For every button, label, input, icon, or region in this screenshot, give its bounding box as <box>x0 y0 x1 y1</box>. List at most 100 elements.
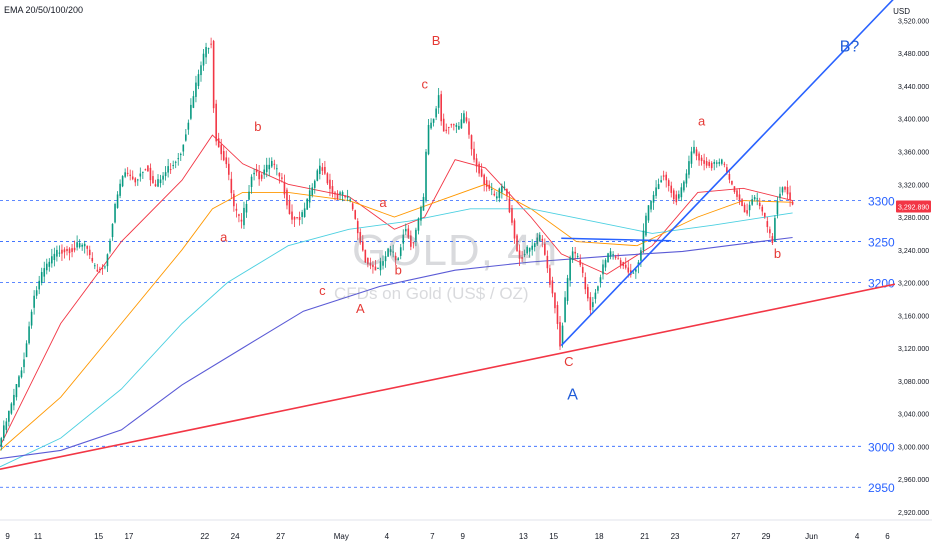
level-label-3300: 3300 <box>868 195 895 209</box>
candle-body <box>129 174 132 176</box>
candle-body <box>672 190 675 200</box>
candle-body <box>559 322 561 347</box>
candle-body <box>344 196 346 198</box>
wave-label-Bq-12: B? <box>840 39 860 56</box>
candle-body <box>364 249 367 263</box>
candle-body <box>392 251 394 253</box>
candle-body <box>647 205 650 221</box>
candle-body <box>693 146 695 153</box>
candle-body <box>733 186 736 192</box>
y-tick-label: 3,320.000 <box>898 182 929 189</box>
candle-body <box>324 166 326 174</box>
trendline-blue-channel <box>560 0 894 347</box>
candle-body <box>354 210 357 219</box>
candle-body <box>544 243 546 255</box>
candle-body <box>28 326 30 344</box>
wave-label-A-9: A <box>567 387 578 404</box>
candle-body <box>30 311 33 326</box>
candle-body <box>205 47 207 58</box>
candle-body <box>528 247 531 252</box>
y-tick-label: 3,120.000 <box>898 346 929 353</box>
candle-body <box>650 200 652 210</box>
candle-body <box>415 229 417 241</box>
candle-body <box>599 277 602 283</box>
candle-body <box>579 260 582 266</box>
candle-body <box>351 203 354 210</box>
candle-body <box>468 121 470 135</box>
candle-body <box>763 212 766 217</box>
candle-body <box>200 65 202 76</box>
candle-body <box>574 251 576 254</box>
candle-body <box>8 410 10 422</box>
candle-body <box>101 267 104 270</box>
candle-body <box>301 212 303 218</box>
candle-body <box>784 186 786 190</box>
candle-body <box>665 174 667 181</box>
candle-body <box>91 257 94 262</box>
candle-body <box>185 134 187 141</box>
candle-body <box>655 187 657 196</box>
x-tick-label: 9 <box>460 532 465 541</box>
candle-body <box>455 124 458 127</box>
candle-body <box>144 169 147 171</box>
candle-body <box>475 158 478 167</box>
candle-body <box>736 190 738 197</box>
candle-body <box>508 198 511 213</box>
candle-body <box>106 254 109 267</box>
candle-body <box>397 258 399 260</box>
candle-body <box>10 403 13 414</box>
x-tick-label: 13 <box>519 532 528 541</box>
candle-body <box>738 194 741 200</box>
candle-body <box>71 248 73 252</box>
candle-body <box>63 249 66 253</box>
candle-body <box>685 173 688 184</box>
candle-body <box>53 253 56 260</box>
candle-body <box>207 48 210 50</box>
candle-body <box>111 223 114 238</box>
candle-body <box>715 162 718 164</box>
time-axis <box>0 520 932 550</box>
candle-body <box>662 175 665 177</box>
candle-body <box>346 196 349 198</box>
candle-body <box>40 272 43 283</box>
candle-body <box>786 186 789 195</box>
candle-body <box>427 124 430 155</box>
candle-body <box>645 215 647 236</box>
candle-body <box>723 163 726 165</box>
candle-body <box>51 256 53 264</box>
level-label-3200: 3200 <box>868 277 895 291</box>
candle-body <box>263 169 266 175</box>
wave-label-b-11: b <box>774 246 781 261</box>
candle-body <box>407 228 410 238</box>
candle-body <box>394 255 397 261</box>
candle-body <box>576 255 579 257</box>
candle-body <box>516 235 518 252</box>
candle-body <box>422 196 425 211</box>
candle-body <box>331 186 334 194</box>
candle-body <box>498 188 501 198</box>
y-tick-label: 3,440.000 <box>898 84 929 91</box>
candle-body <box>748 204 751 211</box>
candle-body <box>551 280 554 294</box>
wave-label-A-3: A <box>356 301 365 316</box>
candle-body <box>23 359 25 368</box>
candle-body <box>584 277 587 290</box>
candle-body <box>670 185 673 193</box>
candle-body <box>121 176 124 187</box>
candle-body <box>359 232 362 243</box>
candle-body <box>78 243 81 248</box>
candle-body <box>152 176 154 184</box>
candle-body <box>774 218 776 242</box>
candle-body <box>291 211 293 220</box>
candle-body <box>33 295 35 308</box>
candle-body <box>561 325 564 344</box>
candle-body <box>174 161 177 163</box>
candle-body <box>68 248 71 254</box>
x-tick-label: 11 <box>34 532 43 541</box>
candle-body <box>362 241 364 251</box>
candle-body <box>131 176 134 180</box>
candle-body <box>463 113 465 123</box>
candle-body <box>488 184 491 189</box>
candle-body <box>311 187 314 196</box>
candle-body <box>276 168 278 170</box>
